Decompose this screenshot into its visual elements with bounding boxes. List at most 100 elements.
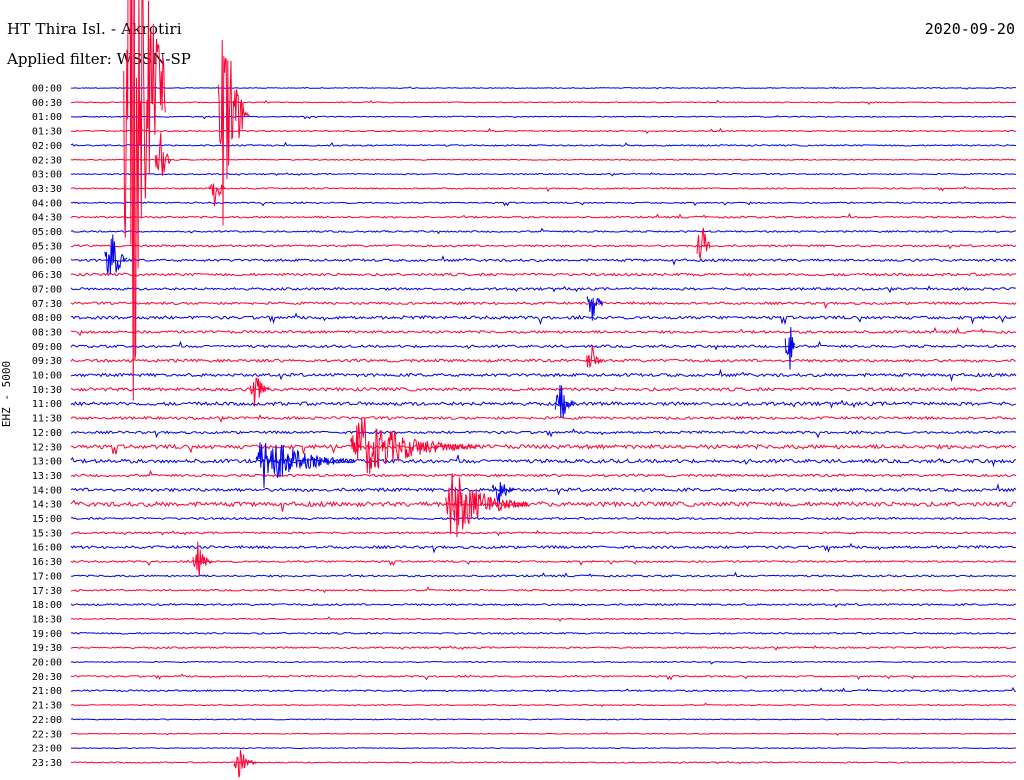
time-tick-label: 17:00 bbox=[32, 571, 62, 582]
trace-row-0130 bbox=[70, 127, 1017, 135]
trace-row-1330 bbox=[70, 469, 1017, 478]
time-tick-label: 04:00 bbox=[32, 198, 62, 209]
trace-row-2030 bbox=[70, 673, 1017, 681]
trace-row-1430 bbox=[70, 499, 1017, 512]
time-tick-label: 09:30 bbox=[32, 356, 62, 367]
trace-row-1500 bbox=[70, 516, 1017, 521]
date-label: 2020-09-20 bbox=[924, 20, 1015, 38]
tick-labels-group: 00:00 00:30 01:00 01:30 02:00 02:30 03:00 03:30… bbox=[32, 84, 62, 769]
trace-row-0630 bbox=[70, 272, 1017, 277]
trace-row-1900 bbox=[70, 631, 1017, 635]
time-tick-label: 15:30 bbox=[32, 528, 62, 539]
trace-row-0500 bbox=[70, 227, 1017, 235]
trace-row-0330 bbox=[70, 185, 1017, 192]
trace-row-0300 bbox=[70, 172, 1017, 177]
trace-row-2100 bbox=[70, 686, 1017, 693]
time-tick-label: 08:00 bbox=[32, 313, 62, 324]
seismic-event-11 bbox=[350, 417, 481, 474]
time-tick-label: 01:30 bbox=[32, 127, 62, 138]
seismic-event-9 bbox=[249, 377, 270, 407]
trace-row-0430 bbox=[70, 212, 1017, 219]
seismic-event-3 bbox=[208, 183, 225, 207]
seismic-event-0 bbox=[123, 0, 166, 401]
time-tick-label: 20:00 bbox=[32, 658, 62, 669]
time-tick-label: 07:00 bbox=[32, 284, 62, 295]
trace-row-2130 bbox=[70, 702, 1017, 707]
time-tick-label: 14:00 bbox=[32, 485, 62, 496]
time-tick-label: 21:00 bbox=[32, 686, 62, 697]
trace-row-2330 bbox=[70, 760, 1017, 765]
time-tick-label: 02:30 bbox=[32, 155, 62, 166]
trace-row-2200 bbox=[70, 718, 1017, 721]
trace-row-0030 bbox=[70, 99, 1017, 106]
seismic-event-16 bbox=[233, 749, 257, 778]
trace-row-1930 bbox=[70, 645, 1017, 651]
trace-row-0730 bbox=[70, 301, 1017, 310]
time-tick-label: 17:30 bbox=[32, 586, 62, 597]
trace-row-1700 bbox=[70, 571, 1017, 578]
time-tick-label: 21:30 bbox=[32, 701, 62, 712]
seismic-event-6 bbox=[586, 295, 604, 321]
seismic-event-2 bbox=[154, 132, 172, 176]
trace-row-1030 bbox=[70, 386, 1017, 392]
time-tick-label: 05:00 bbox=[32, 227, 62, 238]
time-tick-label: 10:30 bbox=[32, 385, 62, 396]
seismic-event-7 bbox=[784, 327, 796, 370]
trace-row-0830 bbox=[70, 326, 1017, 337]
time-tick-label: 11:30 bbox=[32, 414, 62, 425]
time-tick-label: 08:30 bbox=[32, 327, 62, 338]
seismic-event-10 bbox=[554, 385, 575, 418]
trace-row-0530 bbox=[70, 244, 1017, 250]
trace-row-1200 bbox=[70, 428, 1017, 439]
trace-row-2000 bbox=[70, 660, 1017, 665]
trace-row-0200 bbox=[70, 141, 1017, 147]
trace-row-1530 bbox=[70, 530, 1017, 537]
trace-row-1130 bbox=[70, 414, 1017, 423]
trace-row-0930 bbox=[70, 358, 1017, 364]
time-tick-label: 19:30 bbox=[32, 643, 62, 654]
time-tick-label: 04:30 bbox=[32, 213, 62, 224]
seismic-event-13 bbox=[444, 473, 528, 538]
seismic-event-1 bbox=[217, 39, 251, 226]
trace-row-1100 bbox=[70, 399, 1017, 409]
trace-row-1800 bbox=[70, 603, 1017, 608]
time-tick-label: 19:00 bbox=[32, 629, 62, 640]
seismic-event-8 bbox=[586, 344, 604, 369]
seismic-event-4 bbox=[696, 227, 711, 259]
time-tick-label: 10:00 bbox=[32, 371, 62, 382]
trace-row-1830 bbox=[70, 616, 1017, 622]
trace-row-1400 bbox=[70, 483, 1017, 496]
trace-row-1730 bbox=[70, 586, 1017, 594]
station-title: HT Thira Isl. - Akrotiri bbox=[7, 20, 182, 38]
time-tick-label: 18:30 bbox=[32, 614, 62, 625]
trace-row-1630 bbox=[70, 559, 1017, 567]
traces-group bbox=[70, 0, 1017, 778]
trace-row-1000 bbox=[70, 368, 1017, 383]
trace-row-0000 bbox=[70, 86, 1017, 90]
seismic-event-14 bbox=[491, 482, 515, 504]
trace-row-1300 bbox=[70, 453, 1017, 468]
time-tick-label: 22:00 bbox=[32, 715, 62, 726]
time-tick-label: 01:00 bbox=[32, 112, 62, 123]
time-tick-label: 11:00 bbox=[32, 399, 62, 410]
time-tick-label: 18:00 bbox=[32, 600, 62, 611]
time-tick-label: 03:30 bbox=[32, 184, 62, 195]
trace-row-0230 bbox=[70, 158, 1017, 161]
time-tick-label: 02:00 bbox=[32, 141, 62, 152]
trace-row-0400 bbox=[70, 201, 1017, 207]
trace-row-0700 bbox=[70, 285, 1017, 294]
time-tick-label: 06:30 bbox=[32, 270, 62, 281]
time-tick-label: 03:00 bbox=[32, 170, 62, 181]
time-tick-label: 09:00 bbox=[32, 342, 62, 353]
trace-row-2230 bbox=[70, 731, 1017, 736]
time-tick-label: 06:00 bbox=[32, 256, 62, 267]
time-tick-label: 13:00 bbox=[32, 457, 62, 468]
time-tick-label: 05:30 bbox=[32, 241, 62, 252]
trace-row-2300 bbox=[70, 747, 1017, 750]
time-tick-label: 23:30 bbox=[32, 758, 62, 769]
trace-row-1600 bbox=[70, 542, 1017, 554]
filter-label: Applied filter: WSSN-SP bbox=[7, 50, 191, 68]
time-tick-label: 00:30 bbox=[32, 98, 62, 109]
time-tick-label: 22:30 bbox=[32, 729, 62, 740]
